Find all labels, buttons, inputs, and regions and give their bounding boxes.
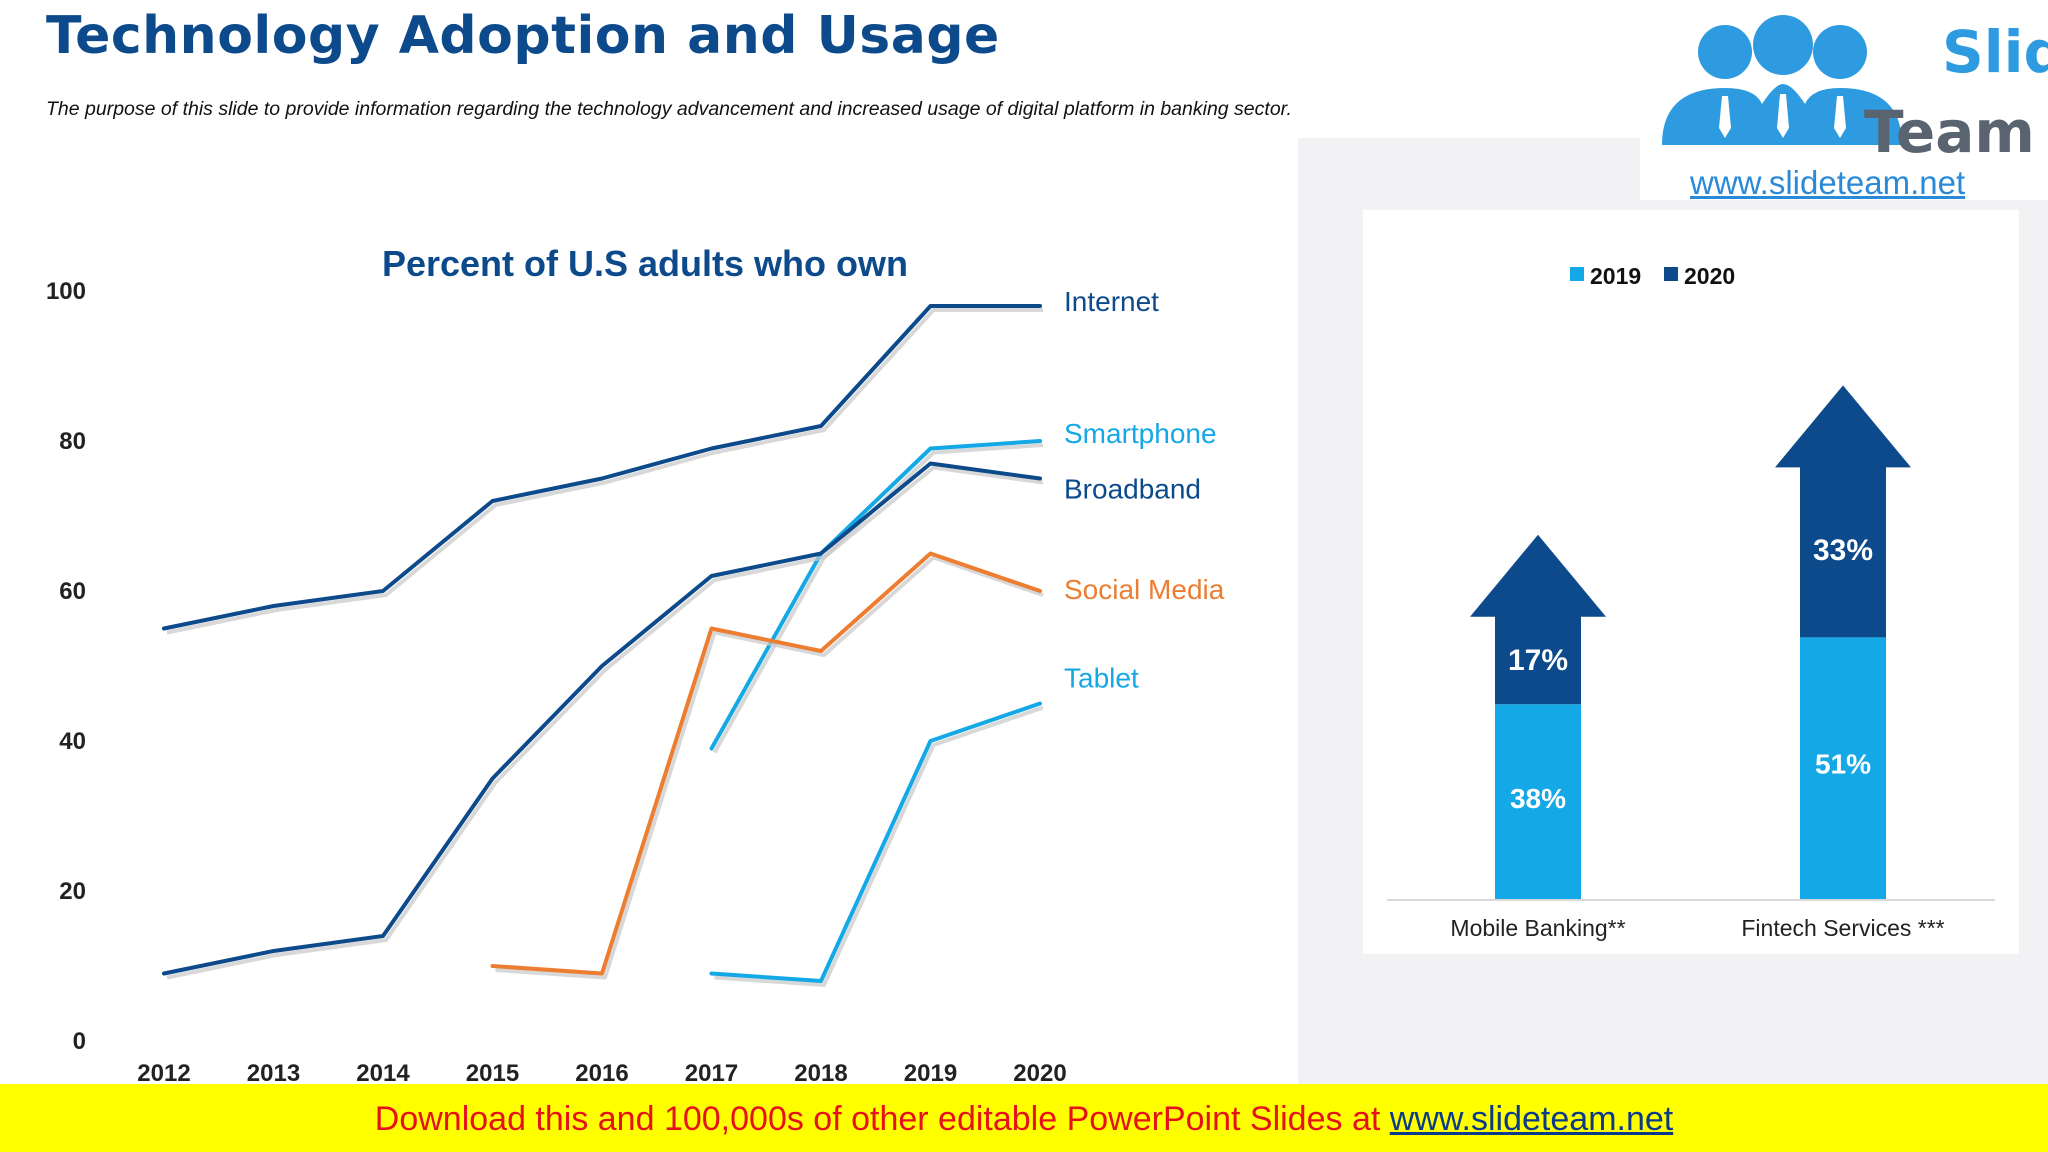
series-line-smartphone [709, 439, 1042, 751]
series-line-broadband [162, 461, 1042, 976]
data-label-2019-fintech-services: 51% [1815, 748, 1871, 779]
x-tick-label-2018: 2018 [794, 1060, 847, 1087]
logo-text-team: Team [1864, 98, 2035, 166]
y-tick-label-20: 20 [59, 878, 86, 905]
x-tick-label-2019: 2019 [904, 1060, 957, 1087]
bar-arrow-2020-mobile-banking [1470, 534, 1606, 705]
data-label-2020-mobile-banking: 17% [1508, 644, 1568, 677]
category-label-fintech-services: Fintech Services *** [1741, 915, 1944, 941]
series-shadow-broadband [166, 465, 1044, 980]
line-series [162, 304, 1044, 987]
x-axis: 2012 2013 2014 2015 2016 2017 2018 2019 2020 [137, 1060, 1066, 1087]
data-label-2020-fintech-services: 33% [1813, 534, 1873, 567]
legend-label-2020: 2020 [1684, 263, 1735, 289]
x-tick-label-2014: 2014 [356, 1060, 410, 1087]
logo-text-slide: Slide [1942, 18, 2048, 86]
y-tick-label-60: 60 [59, 578, 86, 605]
y-tick-label-100: 100 [46, 278, 86, 305]
bar-chart-legend: 2019 2020 [1570, 263, 1735, 289]
bar-segment-2019-mobile-banking [1495, 704, 1581, 900]
series-labels: Internet Smartphone Broadband Social Media T… [1064, 286, 1225, 694]
slide-subtitle: The purpose of this slide to provide inf… [46, 98, 1292, 120]
footer-promo: Download this and 100,000s of other edit… [0, 1100, 2048, 1139]
series-line-social-media [490, 551, 1042, 976]
y-tick-label-0: 0 [73, 1028, 86, 1055]
bar-chart-card [1363, 210, 2019, 954]
legend-swatch-2020 [1664, 267, 1678, 281]
x-tick-label-2020: 2020 [1013, 1060, 1066, 1087]
series-label-smartphone: Smartphone [1064, 418, 1217, 449]
people-logo-icon: Slide Team [1662, 15, 2048, 166]
logo-url-link[interactable]: www.slideteam.net [1690, 164, 1966, 201]
data-label-2019-mobile-banking: 38% [1510, 783, 1566, 814]
footer-text: Download this and 100,000s of other edit… [374, 1100, 1381, 1138]
x-tick-label-2017: 2017 [685, 1060, 738, 1087]
series-label-broadband: Broadband [1064, 474, 1201, 505]
x-tick-label-2013: 2013 [247, 1060, 300, 1087]
series-line-internet [162, 304, 1042, 631]
line-chart: Percent of U.S adults who own 0 20 40 60 80 1… [46, 243, 1225, 1087]
series-shadow-social-media [495, 555, 1044, 980]
slideteam-logo[interactable]: Slide Team [1640, 0, 2048, 200]
series-line-tablet [709, 701, 1042, 983]
bar-chart-categories: Mobile Banking** Fintech Services *** [1450, 915, 1944, 941]
y-axis: 0 20 40 60 80 100 [46, 278, 86, 1055]
footer-banner [0, 1084, 2048, 1152]
x-tick-label-2012: 2012 [137, 1060, 190, 1087]
y-tick-label-40: 40 [59, 728, 86, 755]
slide-title: Technology Adoption and Usage [46, 6, 1000, 66]
series-shadow-internet [166, 308, 1043, 635]
series-label-social-media: Social Media [1064, 574, 1225, 605]
footer-link[interactable]: www.slideteam.net [1389, 1100, 1674, 1138]
stacked-arrow-bar-chart: 2019 2020 38% 17% 51% 33% Mobile Banking** Fi… [1363, 210, 2019, 954]
series-label-tablet: Tablet [1064, 663, 1139, 694]
bar-segment-2019-fintech-services [1800, 637, 1886, 900]
legend-label-2019: 2019 [1590, 263, 1641, 289]
category-label-mobile-banking: Mobile Banking** [1450, 915, 1625, 941]
x-tick-label-2016: 2016 [575, 1060, 628, 1087]
line-chart-title: Percent of U.S adults who own [382, 243, 908, 284]
y-tick-label-80: 80 [59, 428, 86, 455]
bar-chart-bars: 38% 17% 51% 33% [1470, 385, 1911, 900]
x-tick-label-2015: 2015 [466, 1060, 519, 1087]
series-shadow-tablet [714, 705, 1044, 987]
series-label-internet: Internet [1064, 286, 1159, 317]
legend-swatch-2019 [1570, 267, 1584, 281]
bar-arrow-2020-fintech-services [1775, 385, 1911, 638]
